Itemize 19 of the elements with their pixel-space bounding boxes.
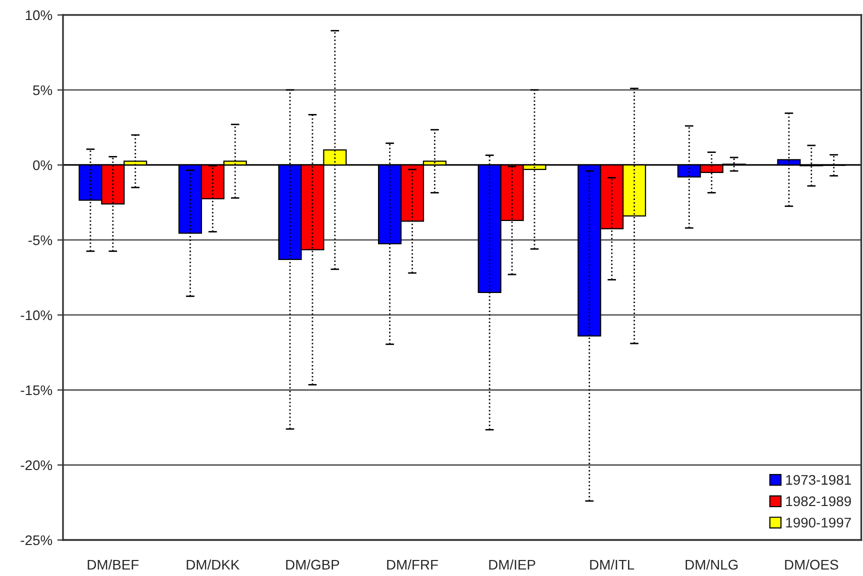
y-tick-label: -5% <box>28 235 52 246</box>
y-tick-label: 5% <box>33 85 52 96</box>
legend-label: 1982-1989 <box>786 496 851 506</box>
x-tick-label: DM/BEF <box>88 559 139 570</box>
x-tick-label: DM/NLG <box>686 559 738 570</box>
x-tick-label: DM/FRF <box>387 559 438 570</box>
y-tick-label: 10% <box>26 10 52 20</box>
x-tick-label: DM/OES <box>785 559 838 570</box>
x-tick-label: DM/IEP <box>489 559 536 570</box>
y-tick-label: -20% <box>20 460 52 470</box>
x-tick-label: DM/DKK <box>186 559 240 570</box>
legend-label: 1990-1997 <box>786 518 851 528</box>
y-tick-label: -10% <box>20 310 52 320</box>
x-tick-label: DM/GBP <box>286 559 340 570</box>
y-tick-label: -15% <box>20 385 52 396</box>
legend-label: 1973-1981 <box>786 474 851 485</box>
y-tick-label: -25% <box>20 535 52 546</box>
x-tick-label: DM/ITL <box>590 559 634 570</box>
y-tick-label: 0% <box>33 160 52 170</box>
